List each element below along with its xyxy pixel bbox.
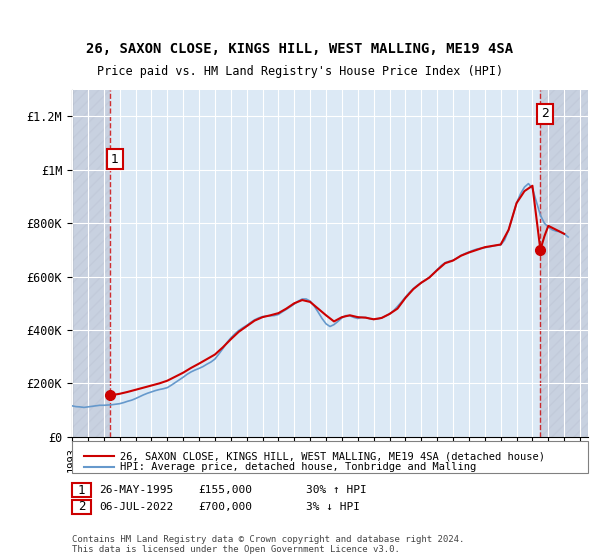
Polygon shape: [72, 90, 110, 437]
Text: 26, SAXON CLOSE, KINGS HILL, WEST MALLING, ME19 4SA: 26, SAXON CLOSE, KINGS HILL, WEST MALLIN…: [86, 42, 514, 56]
Text: 1: 1: [111, 152, 119, 166]
Polygon shape: [541, 90, 588, 437]
Text: 1: 1: [78, 483, 85, 497]
Text: Price paid vs. HM Land Registry's House Price Index (HPI): Price paid vs. HM Land Registry's House …: [97, 66, 503, 78]
Text: £700,000: £700,000: [198, 502, 252, 512]
Text: 3% ↓ HPI: 3% ↓ HPI: [306, 502, 360, 512]
Text: £155,000: £155,000: [198, 485, 252, 495]
Text: 06-JUL-2022: 06-JUL-2022: [99, 502, 173, 512]
Text: 30% ↑ HPI: 30% ↑ HPI: [306, 485, 367, 495]
Text: 26, SAXON CLOSE, KINGS HILL, WEST MALLING, ME19 4SA (detached house): 26, SAXON CLOSE, KINGS HILL, WEST MALLIN…: [120, 451, 545, 461]
Text: 2: 2: [541, 108, 549, 120]
Text: HPI: Average price, detached house, Tonbridge and Malling: HPI: Average price, detached house, Tonb…: [120, 462, 476, 472]
Text: 2: 2: [78, 500, 85, 514]
Text: Contains HM Land Registry data © Crown copyright and database right 2024.
This d: Contains HM Land Registry data © Crown c…: [72, 535, 464, 554]
Text: 26-MAY-1995: 26-MAY-1995: [99, 485, 173, 495]
